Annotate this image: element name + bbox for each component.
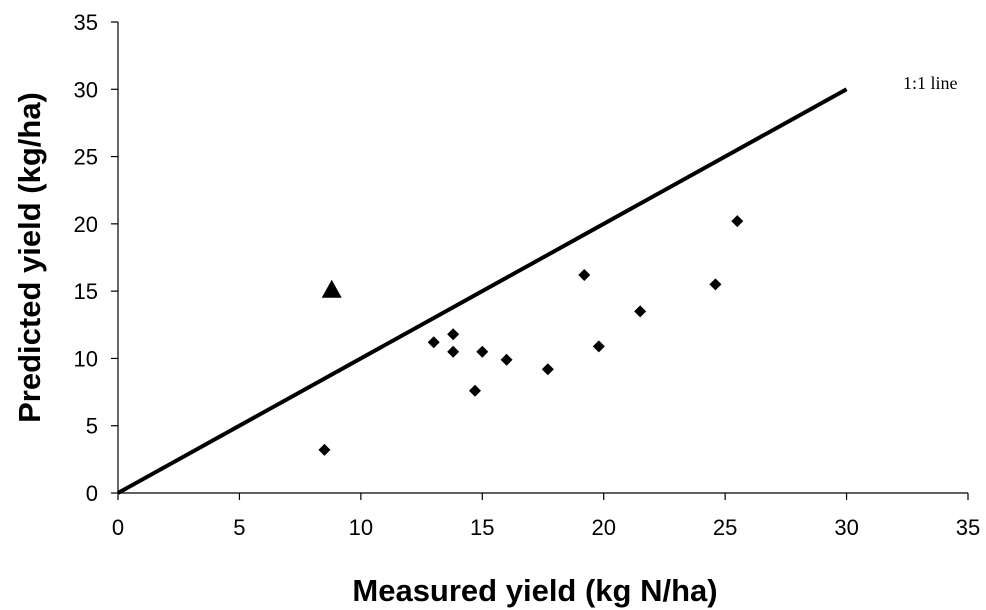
- x-tick-label: 10: [349, 515, 373, 540]
- y-tick-label: 0: [86, 481, 98, 506]
- data-point-diamond: [500, 353, 513, 366]
- y-tick-label: 15: [74, 279, 98, 304]
- data-point-triangle: [321, 279, 342, 298]
- reference-line: [117, 87, 848, 495]
- data-point-diamond: [447, 345, 460, 358]
- data-point-diamond: [541, 363, 554, 376]
- y-tick-label: 30: [74, 77, 98, 102]
- plot-area: 0 5 10 15 20 25 30 35 0 5 10 15 20 25 30 35: [74, 10, 981, 540]
- data-point-diamond: [709, 278, 722, 291]
- data-point-diamond: [476, 345, 489, 358]
- y-tick-label: 35: [74, 10, 98, 35]
- x-tick-label: 15: [470, 515, 494, 540]
- data-point-diamond: [634, 305, 647, 318]
- x-tick-label: 25: [713, 515, 737, 540]
- data-point-diamond: [318, 443, 331, 456]
- x-tick-label: 35: [956, 515, 980, 540]
- x-axis-title: Measured yield (kg N/ha): [352, 573, 717, 608]
- data-point-diamond: [731, 215, 744, 228]
- y-tick-label: 10: [74, 346, 98, 371]
- y-tick-label: 25: [74, 145, 98, 170]
- data-point-diamond: [469, 384, 481, 397]
- x-tick-label: 5: [233, 515, 245, 540]
- y-tick-label: 20: [74, 212, 98, 237]
- data-point-diamond: [592, 340, 605, 353]
- data-point-diamond: [427, 336, 440, 349]
- x-tick-label: 20: [591, 515, 615, 540]
- y-axis-title: Predicted yield (kg/ha): [12, 92, 47, 423]
- y-tick-label: 5: [86, 414, 98, 439]
- x-tick-label: 30: [834, 515, 858, 540]
- x-tick-label: 0: [112, 515, 124, 540]
- data-point-diamond: [447, 328, 460, 341]
- reference-line-label: 1:1 line: [903, 73, 958, 93]
- data-point-diamond: [578, 268, 591, 281]
